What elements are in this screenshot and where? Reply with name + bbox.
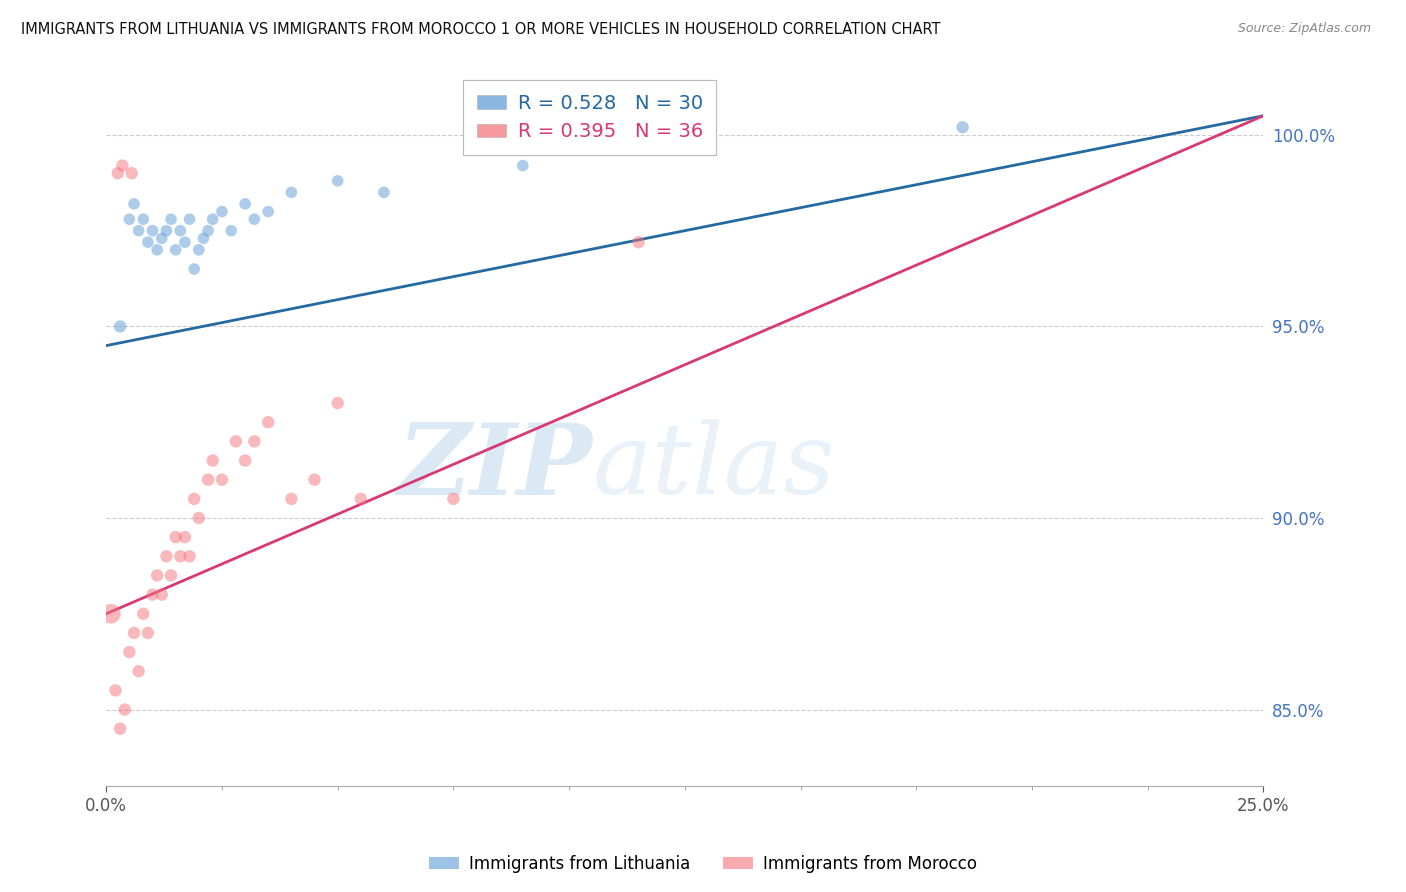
Point	[197, 224, 219, 238]
Point	[150, 231, 173, 245]
Point	[201, 453, 224, 467]
Point	[108, 319, 131, 334]
Text: Source: ZipAtlas.com: Source: ZipAtlas.com	[1237, 22, 1371, 36]
Point	[187, 511, 209, 525]
Point	[141, 224, 163, 238]
Point	[107, 166, 129, 180]
Point	[233, 453, 256, 467]
Point	[257, 415, 280, 429]
Point	[201, 212, 224, 227]
Point	[304, 473, 326, 487]
Point	[326, 174, 349, 188]
Point	[627, 235, 650, 249]
Point	[132, 607, 155, 621]
Point	[165, 243, 187, 257]
Point	[373, 186, 395, 200]
Point	[512, 159, 534, 173]
Point	[197, 473, 219, 487]
Point	[128, 664, 150, 678]
Point	[155, 224, 177, 238]
Point	[219, 224, 242, 238]
Point	[326, 396, 349, 410]
Point	[169, 224, 191, 238]
Point	[111, 159, 134, 173]
Legend: Immigrants from Lithuania, Immigrants from Morocco: Immigrants from Lithuania, Immigrants fr…	[422, 848, 984, 880]
Point	[183, 262, 205, 277]
Point	[108, 722, 131, 736]
Point	[132, 212, 155, 227]
Point	[155, 549, 177, 564]
Point	[179, 549, 201, 564]
Point	[243, 212, 266, 227]
Point	[174, 530, 197, 544]
Point	[952, 120, 974, 135]
Legend: R = 0.528   N = 30, R = 0.395   N = 36: R = 0.528 N = 30, R = 0.395 N = 36	[463, 80, 717, 155]
Point	[179, 212, 201, 227]
Point	[243, 434, 266, 449]
Point	[280, 186, 302, 200]
Point	[441, 491, 464, 506]
Point	[122, 626, 145, 640]
Point	[122, 197, 145, 211]
Point	[150, 588, 173, 602]
Point	[118, 645, 141, 659]
Point	[174, 235, 197, 249]
Point	[183, 491, 205, 506]
Point	[257, 204, 280, 219]
Point	[128, 224, 150, 238]
Text: IMMIGRANTS FROM LITHUANIA VS IMMIGRANTS FROM MOROCCO 1 OR MORE VEHICLES IN HOUSE: IMMIGRANTS FROM LITHUANIA VS IMMIGRANTS …	[21, 22, 941, 37]
Point	[146, 243, 169, 257]
Point	[121, 166, 143, 180]
Point	[350, 491, 373, 506]
Point	[169, 549, 191, 564]
Point	[225, 434, 247, 449]
Point	[136, 235, 159, 249]
Point	[211, 204, 233, 219]
Point	[160, 212, 183, 227]
Point	[136, 626, 159, 640]
Point	[187, 243, 209, 257]
Point	[118, 212, 141, 227]
Point	[211, 473, 233, 487]
Text: ZIP: ZIP	[398, 419, 592, 516]
Point	[233, 197, 256, 211]
Point	[104, 683, 127, 698]
Point	[141, 588, 163, 602]
Point	[160, 568, 183, 582]
Point	[165, 530, 187, 544]
Point	[100, 607, 122, 621]
Point	[280, 491, 302, 506]
Point	[114, 702, 136, 716]
Point	[193, 231, 215, 245]
Text: atlas: atlas	[592, 419, 835, 515]
Point	[146, 568, 169, 582]
